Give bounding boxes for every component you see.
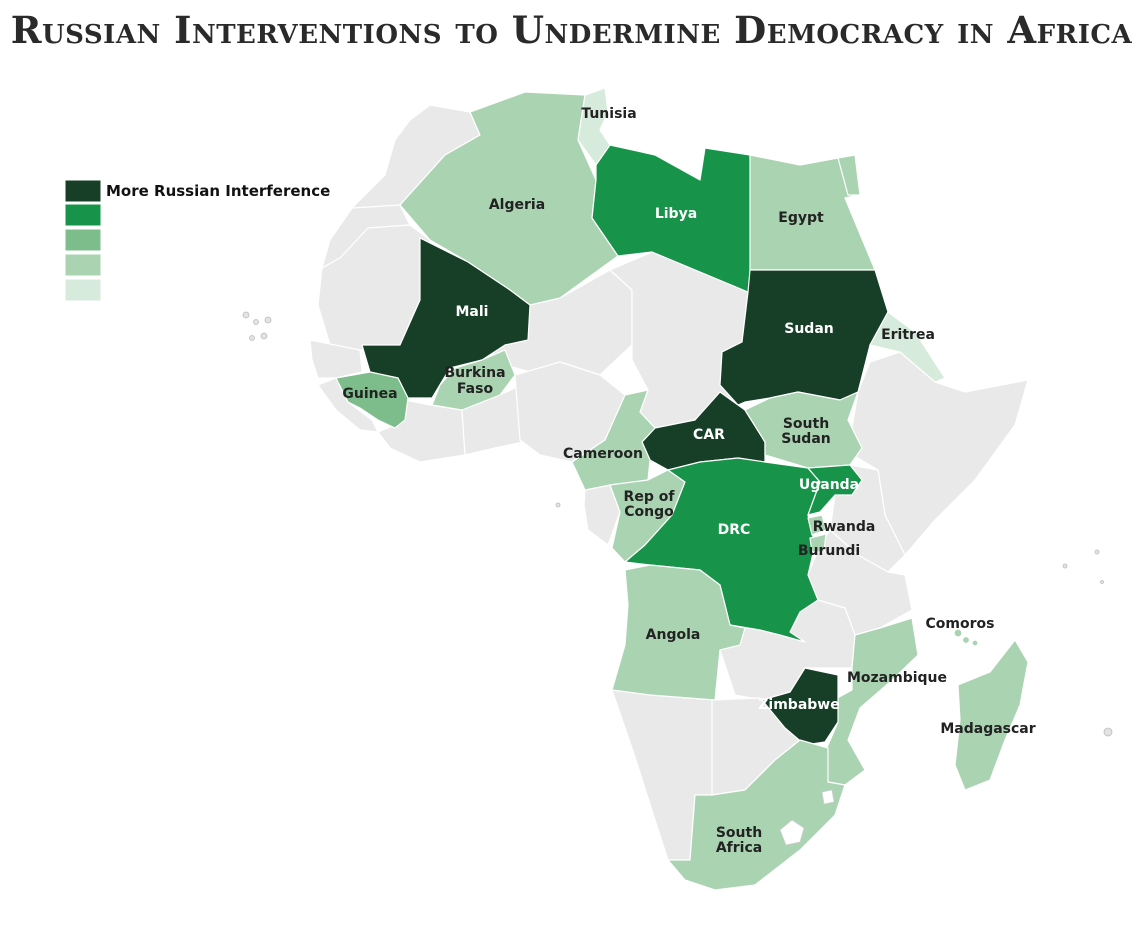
- country-labels: Tunisia Algeria Libya Egypt Mali Sudan E…: [342, 106, 1035, 856]
- island-cape-verde: [264, 316, 272, 324]
- country-angola: [611, 564, 746, 701]
- label-mozambique: Mozambique: [847, 670, 947, 686]
- label-rwanda: Rwanda: [813, 519, 876, 535]
- island-cape-verde: [260, 332, 268, 340]
- legend-top-label: More Russian Interference: [106, 182, 330, 200]
- label-egypt: Egypt: [778, 210, 824, 226]
- label-mali: Mali: [456, 304, 489, 320]
- island-cape-verde: [253, 319, 259, 325]
- country-burundi: [809, 533, 827, 553]
- label-uganda: Uganda: [799, 477, 859, 493]
- country-south-africa: [667, 739, 846, 891]
- small-islands: [242, 311, 1113, 737]
- base-land: [309, 104, 1029, 861]
- country-cameroon: [571, 389, 656, 491]
- country-tunisia: [577, 87, 611, 166]
- country-eritrea: [869, 311, 946, 383]
- legend-swatch-level5: [64, 179, 102, 203]
- label-burkina-faso-line1: Burkina: [444, 365, 505, 381]
- country-egypt-sinai: [837, 154, 861, 196]
- island-seychelles: [1094, 549, 1100, 555]
- colored-countries: [335, 87, 1029, 891]
- country-drc: [624, 457, 821, 643]
- label-burundi: Burundi: [798, 543, 860, 559]
- label-south-sudan-line2: Sudan: [781, 431, 831, 447]
- country-uganda: [807, 464, 863, 516]
- label-zimbabwe: Zimbabwe: [758, 697, 839, 713]
- country-mozambique: [824, 617, 919, 786]
- label-eritrea: Eritrea: [881, 327, 935, 343]
- label-angola: Angola: [646, 627, 701, 643]
- label-comoros: Comoros: [926, 616, 995, 632]
- legend: More Russian Interference: [64, 179, 330, 302]
- country-guinea: [335, 371, 409, 429]
- legend-swatch-level4: [64, 203, 102, 227]
- country-lesotho: [779, 819, 805, 846]
- country-zimbabwe: [761, 667, 839, 746]
- label-drc: DRC: [718, 522, 751, 538]
- country-madagascar: [954, 639, 1029, 791]
- label-rep-congo-line1: Rep of: [624, 489, 676, 505]
- country-burkina-faso: [431, 349, 516, 411]
- label-burkina-faso-line2: Faso: [457, 381, 494, 397]
- label-algeria: Algeria: [489, 197, 545, 213]
- island-seychelles: [1062, 563, 1068, 569]
- legend-swatch-level3: [64, 228, 102, 252]
- island-cape-verde: [242, 311, 250, 319]
- label-sudan: Sudan: [784, 321, 834, 337]
- country-south-sudan: [744, 391, 863, 469]
- label-south-sudan-line1: South: [783, 416, 829, 432]
- country-eswatini: [821, 789, 835, 805]
- legend-swatch-level2: [64, 253, 102, 277]
- page-title: Russian Interventions to Undermine Democ…: [10, 8, 1133, 52]
- label-madagascar: Madagascar: [940, 721, 1035, 737]
- country-comoros: [953, 628, 979, 647]
- island-seychelles: [1100, 580, 1104, 584]
- label-tunisia: Tunisia: [581, 106, 636, 122]
- label-south-africa-line2: Africa: [716, 840, 762, 856]
- island-mauritius: [1103, 727, 1113, 737]
- label-car: CAR: [693, 427, 725, 443]
- island-sao-tome: [555, 502, 561, 508]
- legend-swatch-level1: [64, 278, 102, 302]
- label-south-africa-line1: South: [716, 825, 762, 841]
- island-cape-verde: [249, 335, 255, 341]
- country-rwanda: [807, 514, 827, 536]
- label-rep-congo-line2: Congo: [624, 504, 674, 520]
- label-cameroon: Cameroon: [563, 446, 643, 462]
- label-libya: Libya: [655, 206, 697, 222]
- label-guinea: Guinea: [342, 386, 397, 402]
